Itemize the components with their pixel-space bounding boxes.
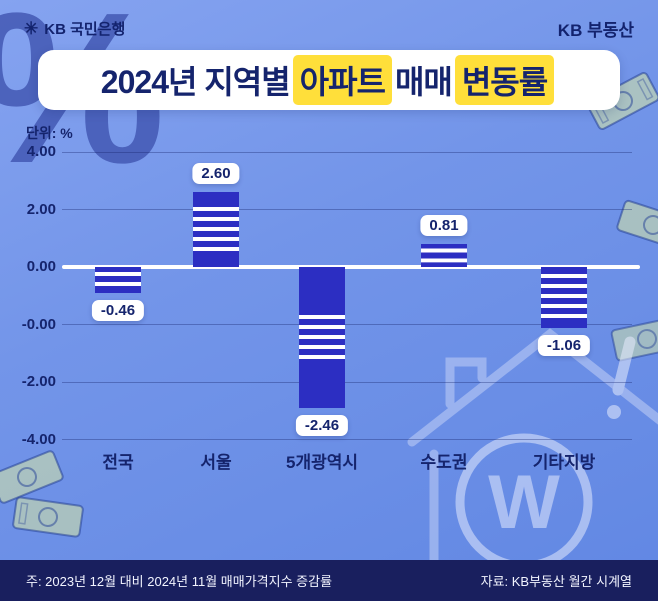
y-tick-label: 2.00 (26, 200, 56, 218)
bar-stripes (421, 248, 467, 262)
kb-bank-logo: ✳ KB 국민은행 (24, 18, 125, 39)
title-highlight-apartment: 아파트 (292, 55, 392, 105)
value-badge: -1.06 (537, 334, 591, 356)
category-label: 수도권 (420, 453, 468, 472)
chart-bar (95, 267, 141, 294)
y-tick-label: -4.00 (21, 430, 56, 448)
gridline (62, 324, 632, 325)
gridline (62, 381, 632, 383)
title-highlight-change-rate: 변동률 (454, 55, 555, 105)
y-tick-label: 0.00 (26, 258, 56, 275)
gridline (62, 151, 632, 153)
bar-stripes (541, 274, 587, 321)
bar-stripes (95, 272, 141, 289)
gridline (62, 439, 632, 440)
kb-bank-logo-label: KB 국민은행 (44, 21, 126, 38)
chart-bar (421, 243, 467, 267)
page-title: 2024년 지역별 아파트 매매 변동률 (38, 50, 620, 110)
bar-stripes (299, 314, 345, 361)
category-label: 서울 (200, 453, 232, 472)
category-label: 5개광역시 (285, 453, 359, 472)
chart-bar (193, 192, 239, 267)
title-text: 매매 (394, 64, 453, 100)
y-tick-label: -0.00 (21, 315, 56, 333)
y-tick-label: 4.00 (26, 143, 56, 160)
chart-bar (541, 267, 587, 328)
unit-label: 단위: % (26, 125, 73, 141)
category-label: 전국 (102, 453, 134, 472)
title-text: 2024년 지역별 (100, 64, 291, 100)
footer-bar: 주: 2023년 12월 대비 2024년 11월 매매가격지수 증감률 자료:… (0, 560, 658, 601)
chart-bar (299, 267, 345, 409)
footer-note: 주: 2023년 12월 대비 2024년 11월 매매가격지수 증감률 (26, 574, 333, 589)
kb-real-estate-brand: KB 부동산 (557, 21, 634, 40)
zero-baseline (62, 265, 640, 269)
value-badge: -2.46 (295, 415, 349, 437)
value-badge: -0.46 (91, 300, 145, 322)
gridline (62, 209, 632, 210)
header: ✳ KB 국민은행 KB 부동산 (0, 16, 658, 41)
category-label: 기타지방 (532, 453, 596, 472)
bar-stripes (193, 206, 239, 253)
y-tick-label: -2.00 (21, 373, 56, 390)
value-badge: 0.81 (420, 214, 468, 236)
kb-star-icon: ✳ (24, 19, 39, 38)
value-badge: 2.60 (192, 163, 240, 185)
footer-source: 자료: KB부동산 월간 시계열 (480, 574, 632, 589)
